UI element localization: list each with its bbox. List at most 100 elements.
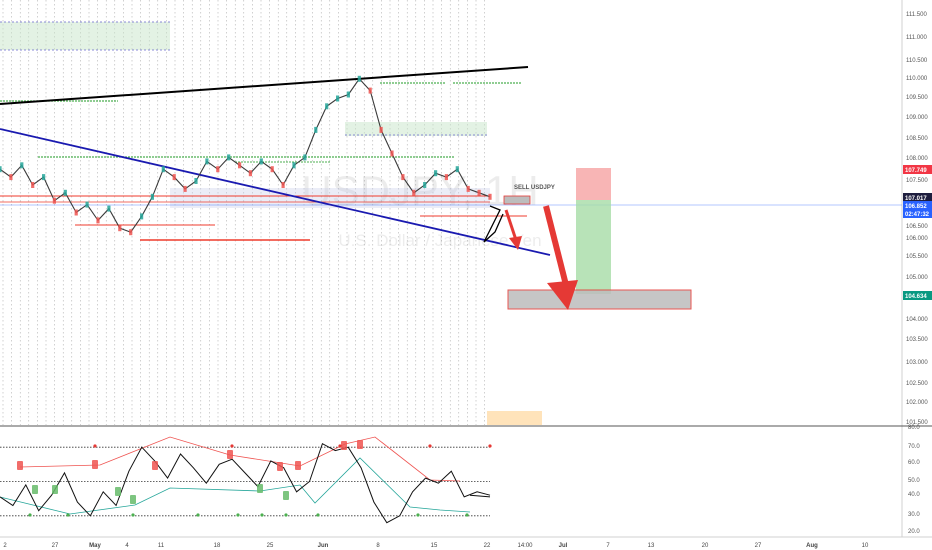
rsi-pivot-dot xyxy=(236,513,240,517)
stop-price-tag-bg xyxy=(903,165,932,174)
stop-price-tag: 107.749 xyxy=(905,168,927,174)
candle xyxy=(455,166,459,173)
time-axis-label: 27 xyxy=(52,543,59,549)
candle xyxy=(20,162,24,169)
candle xyxy=(74,209,78,216)
time-axis-label: 8 xyxy=(376,543,380,549)
price-axis-label: 102.000 xyxy=(906,400,928,406)
support-zone xyxy=(170,188,490,208)
price-axis-pane xyxy=(902,0,932,550)
entry-box xyxy=(503,195,531,205)
candle xyxy=(194,178,198,184)
rsi-signal-badge xyxy=(92,460,98,469)
price-axis-label: 108.500 xyxy=(906,136,928,142)
projected-path xyxy=(483,205,504,243)
price-axis-label: 111.500 xyxy=(906,12,927,18)
rsi-signal-badge xyxy=(257,484,263,493)
price-axis-label: 106.500 xyxy=(906,224,928,230)
rsi-tail xyxy=(469,494,491,498)
stop-loss-zone xyxy=(576,168,611,200)
rsi-divergence-green xyxy=(0,457,471,515)
candle xyxy=(401,174,405,181)
candle xyxy=(314,126,318,133)
resistance-zone-top xyxy=(0,22,170,50)
rsi-pivot-dot xyxy=(488,444,492,448)
candle xyxy=(379,126,383,133)
small-arrow-shaft xyxy=(504,209,518,241)
current-price-tag-b: 106.852 xyxy=(905,204,927,210)
rsi-axis-label: 30.0 xyxy=(908,512,920,518)
candle xyxy=(107,205,111,212)
candle xyxy=(85,201,89,208)
price-axis-label: 105.500 xyxy=(906,254,928,260)
rsi-pivot-dot xyxy=(428,444,432,448)
rsi-signal-badge xyxy=(17,461,23,470)
candle xyxy=(96,217,100,224)
candle xyxy=(227,154,231,161)
candle xyxy=(357,75,361,82)
resistance-zone-mid xyxy=(345,122,487,136)
rsi-pivot-dot xyxy=(66,513,70,517)
price-axis-label: 103.500 xyxy=(906,337,928,343)
time-axis-label: 7 xyxy=(606,543,610,549)
time-axis-label: 20 xyxy=(702,543,709,549)
price-axis-label: 110.000 xyxy=(906,76,928,82)
price-axis-label: 109.000 xyxy=(906,115,928,121)
watermark-symbol: USDJPY, 1H xyxy=(301,167,538,214)
rsi-series xyxy=(0,442,491,524)
target-price-tag: 104.634 xyxy=(905,294,927,300)
candle xyxy=(346,91,350,98)
time-axis-label: Aug xyxy=(806,543,818,549)
candle xyxy=(444,174,448,181)
price-axis-label: 109.500 xyxy=(906,95,928,101)
candle xyxy=(390,150,394,157)
candle xyxy=(52,197,56,204)
countdown-tag: 02:47:32 xyxy=(905,212,930,218)
rsi-pivot-dot xyxy=(465,513,469,517)
candle xyxy=(270,166,274,173)
sell-annotation: SELL USDJPY xyxy=(514,185,555,191)
candle xyxy=(118,225,122,232)
candle xyxy=(423,182,427,188)
candle xyxy=(129,229,133,236)
candle xyxy=(63,189,67,196)
rsi-signal-badge xyxy=(52,485,58,494)
rsi-signal-badge xyxy=(357,440,363,449)
candle xyxy=(466,185,470,192)
time-axis-label: 2 xyxy=(3,543,7,549)
time-axis-label: May xyxy=(89,543,101,549)
rsi-pivot-dot xyxy=(338,444,342,448)
rsi-signal-badge xyxy=(341,441,347,450)
time-axis-label: 4 xyxy=(125,543,129,549)
rsi-signal-badge xyxy=(277,462,283,471)
rsi-pivot-dot xyxy=(93,444,97,448)
candle xyxy=(238,162,242,169)
time-axis-label: 18 xyxy=(214,543,221,549)
lower-trendline xyxy=(0,128,551,256)
rsi-signal-badge xyxy=(115,487,121,496)
time-axis-label: 22 xyxy=(484,543,491,549)
candle xyxy=(205,158,209,165)
rsi-axis-label: 20.0 xyxy=(908,529,920,535)
rsi-pivot-dot xyxy=(316,513,320,517)
candle xyxy=(434,170,438,177)
price-axis-label: 111.000 xyxy=(906,35,927,41)
rsi-pivot-dot xyxy=(230,444,234,448)
price-axis-label: 102.500 xyxy=(906,381,928,387)
rsi-signal-badge xyxy=(152,461,158,470)
candle xyxy=(172,174,176,181)
price-pane xyxy=(0,0,902,425)
rsi-axis-label: 80.0 xyxy=(908,425,920,431)
candle xyxy=(281,182,285,188)
price-axis-label: 105.000 xyxy=(906,275,928,281)
candle xyxy=(216,166,220,173)
price-axis-label: 107.500 xyxy=(906,178,928,184)
candle xyxy=(183,185,187,192)
candle xyxy=(248,170,252,177)
price-axis-label: 106.000 xyxy=(906,236,928,242)
candle xyxy=(42,174,46,181)
rsi-signal-badge xyxy=(227,450,233,459)
candle xyxy=(31,182,35,188)
